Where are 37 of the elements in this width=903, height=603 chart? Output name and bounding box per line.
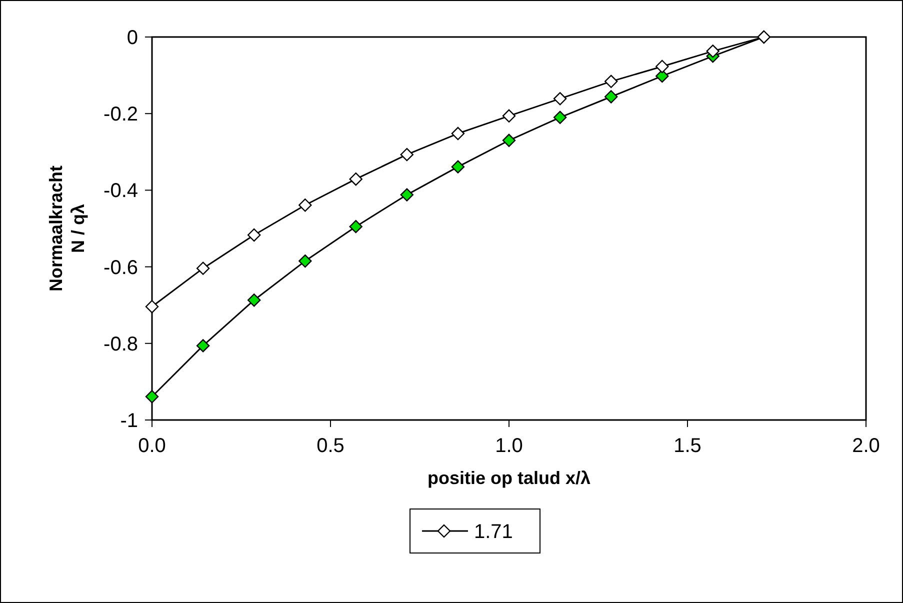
point [298,254,312,268]
point [349,172,362,186]
x-axis-title: positie op talud x/λ [427,468,591,488]
x-tick-label: 0.0 [138,435,166,457]
point [451,126,465,140]
y-tick-label: -1 [120,410,138,432]
x-tick-label: 0.5 [316,435,344,457]
y-tick-label: -0.2 [104,104,138,126]
x-tick-label: 1.5 [674,435,702,457]
point [451,160,465,174]
point [400,148,414,162]
point [145,300,159,314]
y-axis-title: Normaalkracht N / qλ [46,165,88,292]
point [502,134,516,148]
y-tick-label: -0.6 [104,256,138,279]
y-tick-label: -0.8 [104,333,138,356]
point [196,339,210,352]
point [706,44,720,58]
point [604,74,618,88]
point [604,90,618,104]
y-tick-label: 0 [126,27,138,49]
point [145,390,159,404]
x-tick-label: 1.0 [495,435,523,457]
point [553,92,567,106]
point [400,188,414,202]
y-tick-label: -0.4 [104,180,138,202]
point [502,109,516,122]
point [248,228,261,242]
point [656,60,669,74]
point [196,262,210,275]
point [298,198,312,212]
legend-label: 1.71 [474,521,513,543]
point [349,220,362,234]
x-tick-label: 2.0 [852,435,880,457]
point [553,110,567,124]
point [656,69,669,83]
point [248,294,261,307]
